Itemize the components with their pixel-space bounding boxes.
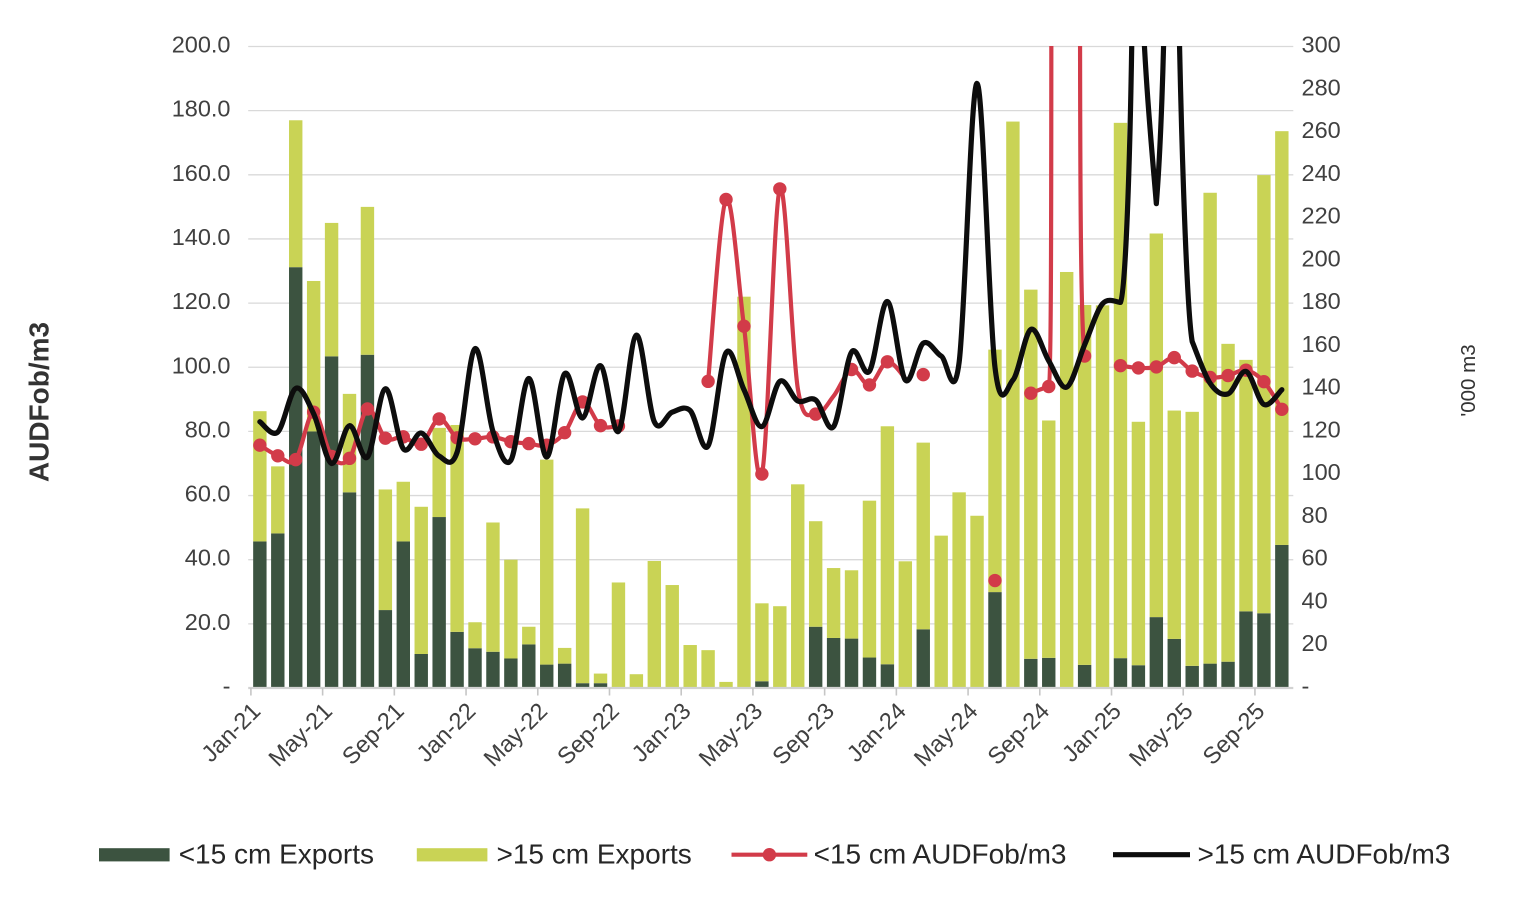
svg-text:60.0: 60.0 bbox=[185, 481, 231, 507]
svg-text:-: - bbox=[223, 673, 231, 699]
svg-text:280: 280 bbox=[1302, 74, 1341, 100]
svg-text:'000 m3: '000 m3 bbox=[1457, 344, 1480, 416]
svg-text:260: 260 bbox=[1302, 117, 1341, 143]
svg-text:80.0: 80.0 bbox=[185, 416, 231, 442]
svg-text:>15 cm AUDFob/m3: >15 cm AUDFob/m3 bbox=[1198, 839, 1451, 870]
svg-text:160.0: 160.0 bbox=[172, 160, 231, 186]
svg-text:AUDFob/m3: AUDFob/m3 bbox=[24, 322, 55, 482]
svg-text:100.0: 100.0 bbox=[172, 352, 231, 378]
svg-text:-: - bbox=[1302, 673, 1310, 699]
svg-text:180: 180 bbox=[1302, 288, 1341, 314]
svg-text:300: 300 bbox=[1302, 32, 1341, 58]
svg-text:140.0: 140.0 bbox=[172, 224, 231, 250]
svg-text:60: 60 bbox=[1302, 545, 1328, 571]
svg-text:40: 40 bbox=[1302, 587, 1328, 613]
svg-text:140: 140 bbox=[1302, 374, 1341, 400]
svg-text:220: 220 bbox=[1302, 203, 1341, 229]
svg-text:<15 cm Exports: <15 cm Exports bbox=[179, 839, 374, 870]
svg-text:80: 80 bbox=[1302, 502, 1328, 528]
svg-text:100: 100 bbox=[1302, 459, 1341, 485]
svg-text:40.0: 40.0 bbox=[185, 545, 231, 571]
svg-text:>15 cm Exports: >15 cm Exports bbox=[497, 839, 692, 870]
svg-text:<15 cm AUDFob/m3: <15 cm AUDFob/m3 bbox=[814, 839, 1067, 870]
svg-text:20: 20 bbox=[1302, 630, 1328, 656]
svg-text:200: 200 bbox=[1302, 245, 1341, 271]
svg-text:20.0: 20.0 bbox=[185, 609, 231, 635]
svg-text:240: 240 bbox=[1302, 160, 1341, 186]
svg-text:160: 160 bbox=[1302, 331, 1341, 357]
svg-text:180.0: 180.0 bbox=[172, 96, 231, 122]
svg-text:120: 120 bbox=[1302, 416, 1341, 442]
svg-text:120.0: 120.0 bbox=[172, 288, 231, 314]
svg-text:200.0: 200.0 bbox=[172, 32, 231, 58]
